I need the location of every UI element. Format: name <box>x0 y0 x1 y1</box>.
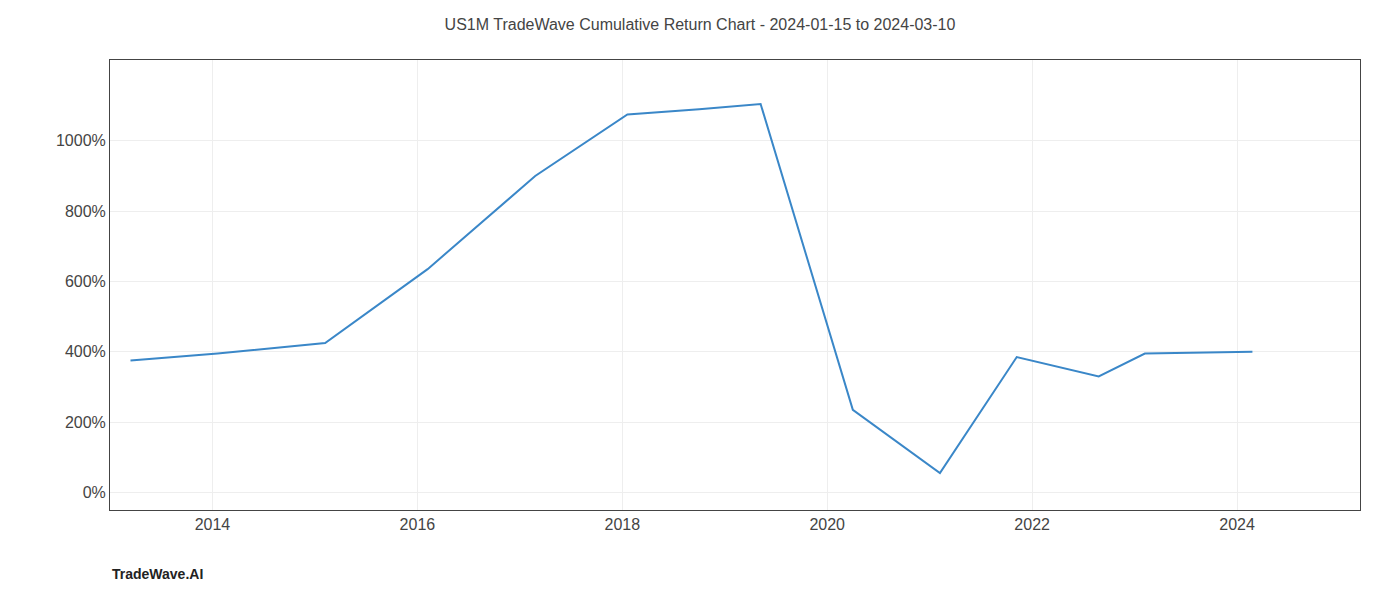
svg-text:2014: 2014 <box>195 516 231 533</box>
svg-text:1000%: 1000% <box>56 132 106 149</box>
svg-text:800%: 800% <box>65 203 106 220</box>
svg-text:400%: 400% <box>65 343 106 360</box>
svg-text:2024: 2024 <box>1219 516 1255 533</box>
svg-text:TradeWave.AI: TradeWave.AI <box>112 566 203 582</box>
svg-text:600%: 600% <box>65 273 106 290</box>
svg-text:US1M TradeWave Cumulative Retu: US1M TradeWave Cumulative Return Chart -… <box>445 16 956 33</box>
svg-text:200%: 200% <box>65 414 106 431</box>
svg-text:2016: 2016 <box>400 516 436 533</box>
svg-text:2020: 2020 <box>809 516 845 533</box>
svg-text:2018: 2018 <box>605 516 641 533</box>
svg-text:2022: 2022 <box>1014 516 1050 533</box>
svg-text:0%: 0% <box>83 484 106 501</box>
